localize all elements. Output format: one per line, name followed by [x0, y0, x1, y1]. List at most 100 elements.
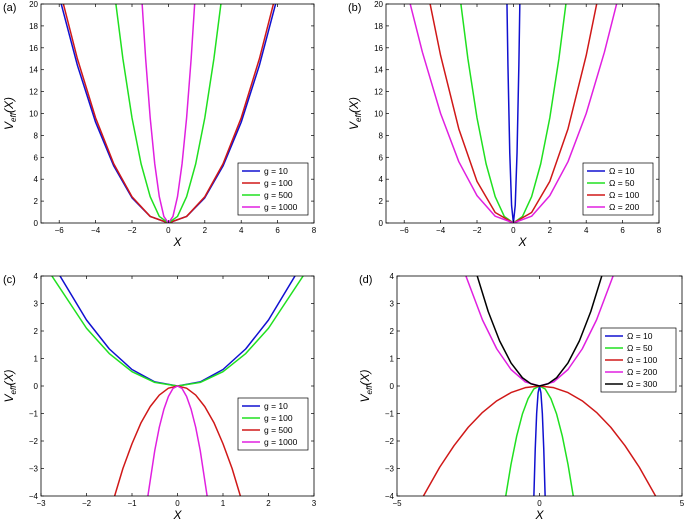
legend-entry-label: g = 100 — [264, 413, 293, 423]
panel-label: (c) — [3, 274, 16, 286]
x-tick-label: 8 — [312, 226, 317, 235]
curves — [409, 4, 618, 223]
panel-label: (d) — [359, 274, 372, 286]
panel-d: −5 0 5 −4 −3 −2 −1 0 1 2 3 4 X Veff(X) (d) Ω = 10 Ω = 50… — [358, 272, 685, 521]
series-line-0 — [60, 4, 277, 223]
y-tick-label: 20 — [29, 0, 38, 9]
x-tick-label: 2 — [266, 499, 271, 508]
y-tick-label: 8 — [379, 131, 384, 140]
series-line-3 — [409, 4, 618, 223]
y-tick-label: 6 — [34, 153, 39, 162]
x-tick-label: −4 — [436, 226, 446, 235]
series-line-3 — [147, 385, 208, 496]
x-tick-label: 2 — [548, 226, 553, 235]
x-tick-label: 0 — [537, 499, 542, 508]
y-tick-label: 4 — [34, 272, 39, 281]
legend-entry-label: g = 500 — [264, 425, 293, 435]
legend-entry-label: Ω = 10 — [627, 331, 653, 341]
y-tick-label: −1 — [29, 410, 39, 419]
y-tick-label: −2 — [385, 437, 395, 446]
y-tick-label: 1 — [390, 355, 395, 364]
legend-entry-label: g = 100 — [264, 178, 293, 188]
y-tick-label: 20 — [374, 0, 383, 9]
y-tick-label: 3 — [390, 300, 395, 309]
legend: g = 10 g = 100 g = 500 g = 1000 — [237, 162, 309, 216]
curves — [422, 276, 657, 496]
legend-entry-label: Ω = 100 — [627, 355, 657, 365]
legend-entry-label: Ω = 50 — [627, 343, 653, 353]
y-axis-label: Veff(X) — [2, 97, 18, 130]
legend-entry-label: g = 10 — [264, 401, 288, 411]
y-tick-label: 0 — [390, 382, 395, 391]
x-tick-label: −6 — [400, 226, 410, 235]
y-tick-label: −3 — [29, 465, 39, 474]
y-tick-label: −4 — [385, 492, 395, 501]
y-tick-label: 14 — [374, 66, 383, 75]
y-tick-label: 4 — [34, 175, 39, 184]
y-tick-label: 0 — [379, 219, 384, 228]
legend-entry-label: g = 500 — [264, 190, 293, 200]
curves — [51, 276, 304, 496]
x-tick-label: −3 — [36, 499, 46, 508]
y-tick-label: 1 — [34, 355, 39, 364]
x-tick-label: 6 — [275, 226, 280, 235]
y-tick-label: 16 — [29, 44, 38, 53]
x-tick-label: 0 — [175, 499, 180, 508]
legend-entry-label: Ω = 200 — [609, 202, 639, 212]
y-tick-label: 2 — [390, 327, 395, 336]
y-tick-label: 16 — [374, 44, 383, 53]
y-tick-label: 2 — [379, 197, 384, 206]
y-tick-label: −2 — [29, 437, 39, 446]
series-line-2 — [429, 4, 598, 223]
legend-entry-label: g = 1000 — [264, 202, 298, 212]
x-tick-label: 5 — [680, 499, 685, 508]
x-axis-label: X — [517, 235, 527, 249]
x-tick-label: 8 — [657, 226, 662, 235]
series-line-3 — [141, 4, 196, 223]
legend-entry-label: g = 1000 — [264, 437, 298, 447]
y-axis-label: Veff(X) — [358, 370, 374, 403]
series-line-0 — [506, 4, 521, 223]
y-axis-label: Veff(X) — [347, 97, 363, 130]
series-line-2 — [113, 385, 242, 496]
legend-entry-label: Ω = 200 — [627, 367, 657, 377]
series-line-1 — [460, 4, 567, 223]
legend-entry-label: Ω = 10 — [609, 166, 635, 176]
y-tick-label: 12 — [29, 88, 38, 97]
series-line-3 — [465, 276, 614, 387]
series-line-4 — [476, 276, 603, 387]
series-line-2 — [115, 4, 222, 223]
x-tick-label: 4 — [584, 226, 589, 235]
legend: Ω = 10 Ω = 50 Ω = 100 Ω = 200 Ω = 300 — [600, 327, 677, 393]
x-axis-label: X — [172, 235, 182, 249]
y-tick-label: −1 — [385, 410, 395, 419]
y-tick-label: 10 — [29, 110, 38, 119]
x-axis-label: X — [172, 508, 182, 521]
legend-entry-label: g = 10 — [264, 166, 288, 176]
y-tick-label: −4 — [29, 492, 39, 501]
curves — [60, 4, 277, 223]
legend: g = 10 g = 100 g = 500 g = 1000 — [237, 397, 309, 451]
x-tick-label: 6 — [620, 226, 625, 235]
legend-entry-label: Ω = 100 — [609, 190, 639, 200]
y-tick-label: 8 — [34, 131, 39, 140]
x-axis-label: X — [534, 508, 544, 521]
x-tick-label: 0 — [511, 226, 516, 235]
y-tick-label: 4 — [379, 175, 384, 184]
x-tick-label: −2 — [127, 226, 137, 235]
y-tick-label: 0 — [34, 219, 39, 228]
y-tick-label: 18 — [374, 22, 383, 31]
y-tick-label: 2 — [34, 327, 39, 336]
y-axis-label: Veff(X) — [2, 370, 18, 403]
y-tick-label: 18 — [29, 22, 38, 31]
y-tick-label: 0 — [34, 382, 39, 391]
panel-b: −6 −4 −2 0 2 4 6 8 0 2 4 6 8 10 12 14 16 18 20 X Veff(X) (b) Ω… — [347, 0, 662, 249]
y-tick-label: 10 — [374, 110, 383, 119]
series-line-1 — [62, 4, 275, 223]
y-tick-label: 12 — [374, 88, 383, 97]
x-tick-label: −2 — [472, 226, 482, 235]
x-tick-label: −2 — [82, 499, 92, 508]
x-tick-label: −1 — [127, 499, 137, 508]
